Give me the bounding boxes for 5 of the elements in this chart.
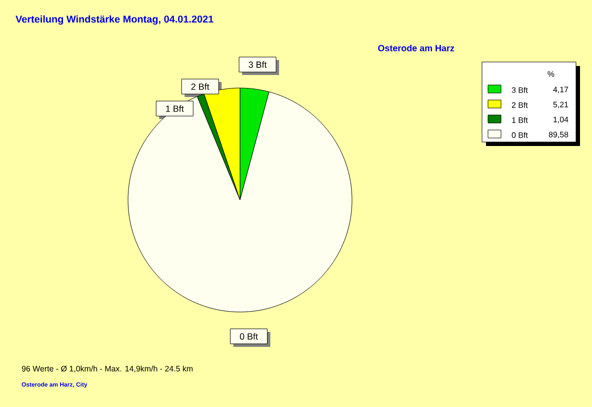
chart-subtitle: Osterode am Harz bbox=[378, 44, 454, 52]
slice-label: 3 Bft bbox=[248, 61, 267, 68]
chart-title: Verteilung Windstärke Montag, 04.01.2021 bbox=[16, 15, 214, 25]
category-label: 1 Bft bbox=[166, 105, 184, 112]
slice-label: 0 Bft bbox=[240, 333, 258, 340]
